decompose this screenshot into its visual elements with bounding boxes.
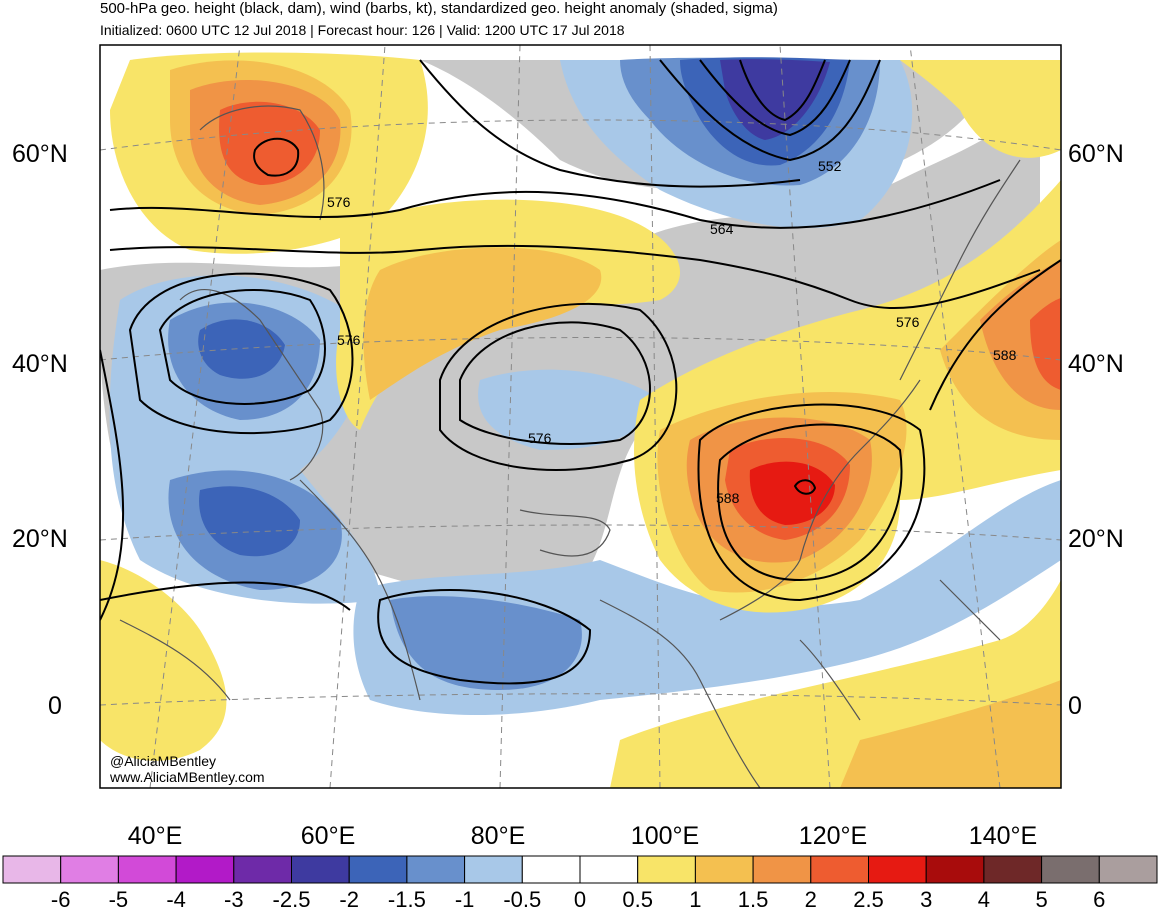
colorbar-tick-label: -3 [224,887,244,912]
colorbar-swatch [233,855,293,884]
colorbar-tick-label: -2 [339,887,359,912]
positive-anomaly-orange [840,680,1061,788]
colorbar-swatch [1041,855,1100,884]
lat-label-right: 60°N [1068,140,1124,168]
lon-label: 40°E [127,822,183,850]
colorbar-swatch [637,855,696,884]
contour-label: 564 [710,221,734,237]
colorbar-tick-label: 6 [1093,887,1106,912]
lon-label: 80°E [470,822,526,850]
colorbar-tick-label: 1 [689,887,702,912]
colorbar-tick-label: 4 [977,887,991,912]
lat-label-left: 60°N [12,140,68,168]
positive-anomaly-2 [219,101,320,185]
negative-anomaly-medium [390,596,582,690]
colorbar-tick-label: -1 [454,887,475,912]
colorbar-swatch [60,855,119,884]
positive-anomaly-2p5 [749,461,835,525]
contour-label: 576 [337,332,361,348]
positive-anomaly-yellow [100,560,227,761]
colorbar-swatch [406,855,466,884]
height-contours [100,59,1061,685]
contour-label: 576 [896,314,920,330]
colorbar [2,855,1158,884]
negative-anomaly-light [478,369,660,450]
credit-website: www.AliciaMBentley.com [110,769,265,785]
colorbar-tick-label: 5 [1035,887,1048,912]
map-frame [99,44,1062,789]
lat-label-right: 40°N [1068,350,1124,378]
credit-handle: @AliciaMBentley [110,753,217,769]
contour-label: 552 [818,158,842,174]
contour-label: 576 [528,430,552,446]
lat-label-right: 20°N [1068,525,1124,553]
contour-label: 588 [993,347,1017,363]
contour-label: 588 [716,490,740,506]
lon-label: 140°E [968,822,1038,850]
coastlines [119,105,1021,788]
colorbar-tick-label: 2 [804,887,817,912]
lat-label-left: 20°N [12,525,68,553]
colorbar-tick-label: 1.5 [737,887,769,912]
colorbar-swatch [348,855,408,884]
colorbar-tick-label: 3 [920,887,933,912]
contour-label: 576 [327,194,351,210]
colorbar-swatch [117,855,177,884]
colorbar-swatch [521,855,581,884]
colorbar-tick-label: -2.5 [272,887,311,912]
negative-anomaly-dark [199,486,300,557]
colorbar-swatch [983,855,1043,884]
colorbar-swatch [2,855,62,884]
colorbar-tick-label: -1.5 [387,887,426,912]
colorbar-tick-label: -6 [50,887,71,912]
colorbar-swatch [810,855,869,884]
colorbar-tick-label: 0.5 [622,887,653,912]
positive-anomaly-orange [363,247,602,400]
colorbar-swatch [1098,855,1158,884]
lat-label-left: 40°N [12,350,68,378]
colorbar-swatch [291,855,350,884]
colorbar-tick-label: -0.5 [503,887,542,912]
lon-label: 60°E [300,822,356,850]
colorbar-swatch [175,855,235,884]
colorbar-swatch [925,855,985,884]
colorbar-swatch [464,855,523,884]
colorbar-tick-label: -5 [108,887,129,912]
colorbar-swatch [694,855,754,884]
chart-subtitle: Initialized: 0600 UTC 12 Jul 2018 | Fore… [100,22,625,38]
positive-anomaly-2 [1030,298,1061,390]
lat-label-right: 0 [1068,692,1082,720]
colorbar-swatch [868,855,927,884]
lon-label: 120°E [798,822,868,850]
lon-label: 100°E [630,822,700,850]
colorbar-tick-label: -4 [166,887,186,912]
chart-title: 500-hPa geo. height (black, dam), wind (… [100,0,778,17]
colorbar-swatch [579,855,639,884]
colorbar-tick-label: 2.5 [853,887,884,912]
lat-label-left: 0 [48,692,62,720]
negative-anomaly-dark [198,319,285,379]
positive-anomaly-yellow [900,60,1061,158]
colorbar-tick-label: 0 [573,887,587,912]
colorbar-swatch [752,855,812,884]
